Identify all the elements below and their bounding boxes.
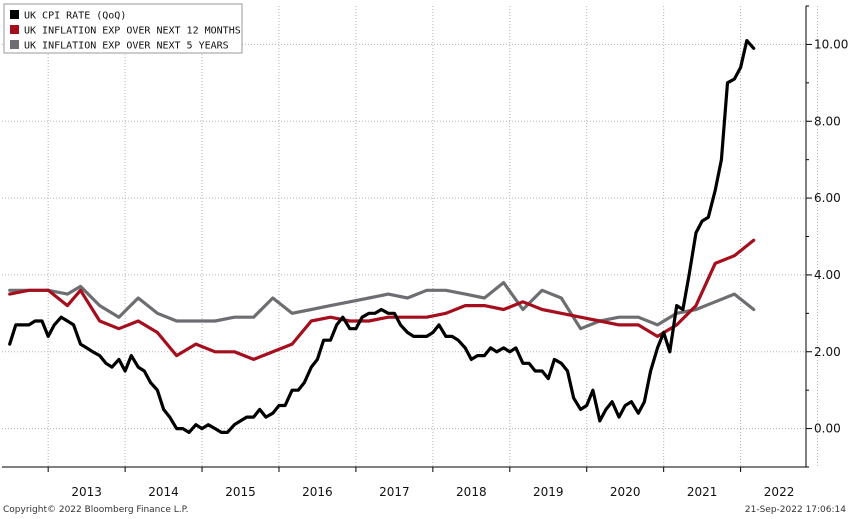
x-tick-label: 2015 [225, 485, 256, 499]
series-line-12m-expectation [8, 238, 756, 361]
footer-copyright: Copyright© 2022 Bloomberg Finance L.P. [3, 505, 188, 515]
legend-swatch-12m [10, 25, 19, 34]
y-tick-label: 6.00 [814, 191, 841, 205]
series-lines [8, 39, 756, 434]
legend-swatch-cpi [10, 10, 19, 19]
x-axis: 2013 2014 2015 2016 2017 2018 2019 2020 2021 2022 [2, 466, 806, 499]
legend-box [3, 3, 243, 54]
series-line-5y-expectation [8, 281, 756, 331]
grid-lines [2, 6, 819, 467]
y-axis: 0.00 2.00 4.00 6.00 8.00 10.00 [805, 5, 848, 468]
legend: UK CPI RATE (QoQ) UK INFLATION EXP OVER … [3, 3, 243, 54]
x-tick-label: 2020 [610, 485, 641, 499]
legend-label-12m: UK INFLATION EXP OVER NEXT 12 MONTHS [24, 26, 241, 37]
x-tick-label: 2021 [687, 485, 718, 499]
x-tick-label: 2016 [302, 485, 333, 499]
x-tick-label: 2022 [764, 485, 795, 499]
y-tick-label: 4.00 [814, 268, 841, 282]
y-tick-label: 8.00 [814, 114, 841, 128]
legend-label-5y: UK INFLATION EXP OVER NEXT 5 YEARS [24, 41, 229, 52]
x-tick-label: 2017 [379, 485, 410, 499]
footer-timestamp: 21-Sep-2022 17:06:14 [745, 505, 846, 515]
y-tick-label: 2.00 [814, 345, 841, 359]
legend-label-cpi: UK CPI RATE (QoQ) [24, 11, 126, 22]
x-tick-label: 2019 [533, 485, 564, 499]
series-line-cpi [8, 39, 756, 434]
legend-swatch-5y [10, 40, 19, 49]
x-tick-label: 2018 [456, 485, 487, 499]
y-tick-label: 0.00 [814, 422, 841, 436]
y-tick-label: 10.00 [814, 37, 848, 51]
x-tick-label: 2014 [148, 485, 179, 499]
x-tick-label: 2013 [71, 485, 102, 499]
